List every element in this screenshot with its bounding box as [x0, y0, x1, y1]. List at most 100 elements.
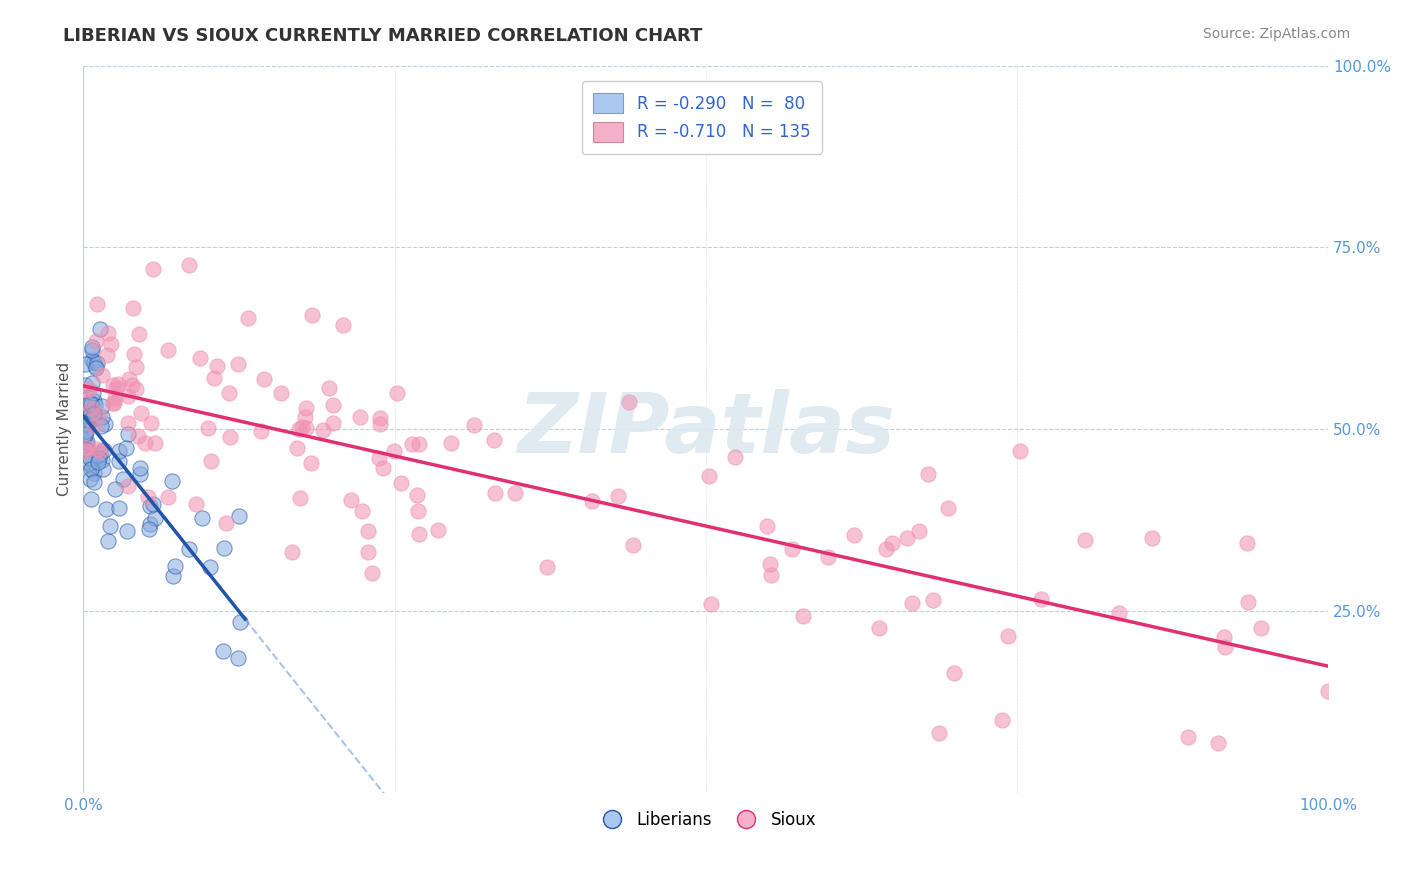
Point [128, 326, 150, 341]
Point [101, 396, 124, 410]
Point [287, 422, 309, 436]
Point [79, 451, 101, 466]
Point [89, 444, 111, 458]
Point [936, 501, 959, 516]
Point [1316, 684, 1339, 698]
Point [125, 382, 148, 396]
Point [75, 383, 97, 397]
Point [426, 523, 449, 537]
Point [226, 650, 249, 665]
Point [73, 377, 96, 392]
Point [90, 419, 112, 434]
Point [162, 568, 184, 582]
Point [139, 500, 162, 514]
Point [117, 389, 139, 403]
Point [117, 416, 139, 430]
Point [89, 447, 111, 461]
Point [697, 469, 720, 483]
Point [157, 343, 180, 358]
Point [759, 557, 782, 571]
Point [190, 511, 212, 525]
Point [228, 509, 250, 524]
Point [79, 472, 101, 486]
Point [82, 460, 104, 475]
Point [782, 542, 804, 557]
Point [340, 492, 363, 507]
Point [202, 371, 225, 385]
Point [107, 377, 129, 392]
Point [236, 310, 259, 325]
Point [1213, 640, 1236, 654]
Point [991, 713, 1014, 727]
Point [127, 429, 149, 443]
Point [83, 359, 105, 373]
Point [80, 491, 103, 506]
Legend: Liberians, Sioux: Liberians, Sioux [589, 804, 823, 835]
Point [406, 487, 429, 501]
Point [82, 343, 104, 357]
Point [83, 407, 105, 421]
Point [229, 615, 252, 629]
Point [291, 420, 314, 434]
Point [536, 559, 558, 574]
Point [406, 504, 429, 518]
Point [401, 437, 423, 451]
Point [80, 341, 103, 355]
Point [285, 442, 308, 456]
Point [368, 450, 391, 465]
Point [463, 417, 485, 432]
Point [621, 538, 644, 552]
Point [97, 533, 120, 548]
Point [73, 438, 96, 452]
Point [93, 461, 115, 475]
Point [77, 441, 100, 455]
Point [179, 541, 201, 556]
Point [118, 372, 141, 386]
Point [80, 401, 103, 415]
Point [922, 592, 945, 607]
Point [75, 424, 97, 438]
Point [105, 381, 128, 395]
Point [80, 397, 103, 411]
Point [117, 427, 139, 442]
Point [115, 524, 138, 538]
Point [76, 442, 98, 457]
Point [156, 490, 179, 504]
Point [1206, 736, 1229, 750]
Point [77, 405, 100, 419]
Point [93, 443, 115, 458]
Point [349, 409, 371, 424]
Point [107, 443, 129, 458]
Point [332, 318, 354, 333]
Point [880, 536, 903, 550]
Point [94, 417, 117, 431]
Point [129, 467, 152, 481]
Point [121, 377, 143, 392]
Point [90, 399, 112, 413]
Point [312, 423, 335, 437]
Point [1074, 533, 1097, 548]
Point [942, 665, 965, 680]
Point [197, 420, 219, 434]
Point [83, 355, 105, 369]
Point [270, 386, 292, 401]
Point [928, 726, 950, 740]
Point [997, 630, 1019, 644]
Point [901, 596, 924, 610]
Point [84, 398, 107, 412]
Point [184, 498, 207, 512]
Point [322, 416, 344, 430]
Point [112, 472, 135, 486]
Point [368, 417, 391, 432]
Point [82, 386, 104, 401]
Point [108, 500, 131, 515]
Point [73, 427, 96, 442]
Point [139, 517, 162, 532]
Point [440, 435, 463, 450]
Point [91, 409, 114, 424]
Point [207, 359, 229, 373]
Point [295, 401, 318, 415]
Point [77, 409, 100, 424]
Point [1142, 531, 1164, 545]
Point [129, 461, 152, 475]
